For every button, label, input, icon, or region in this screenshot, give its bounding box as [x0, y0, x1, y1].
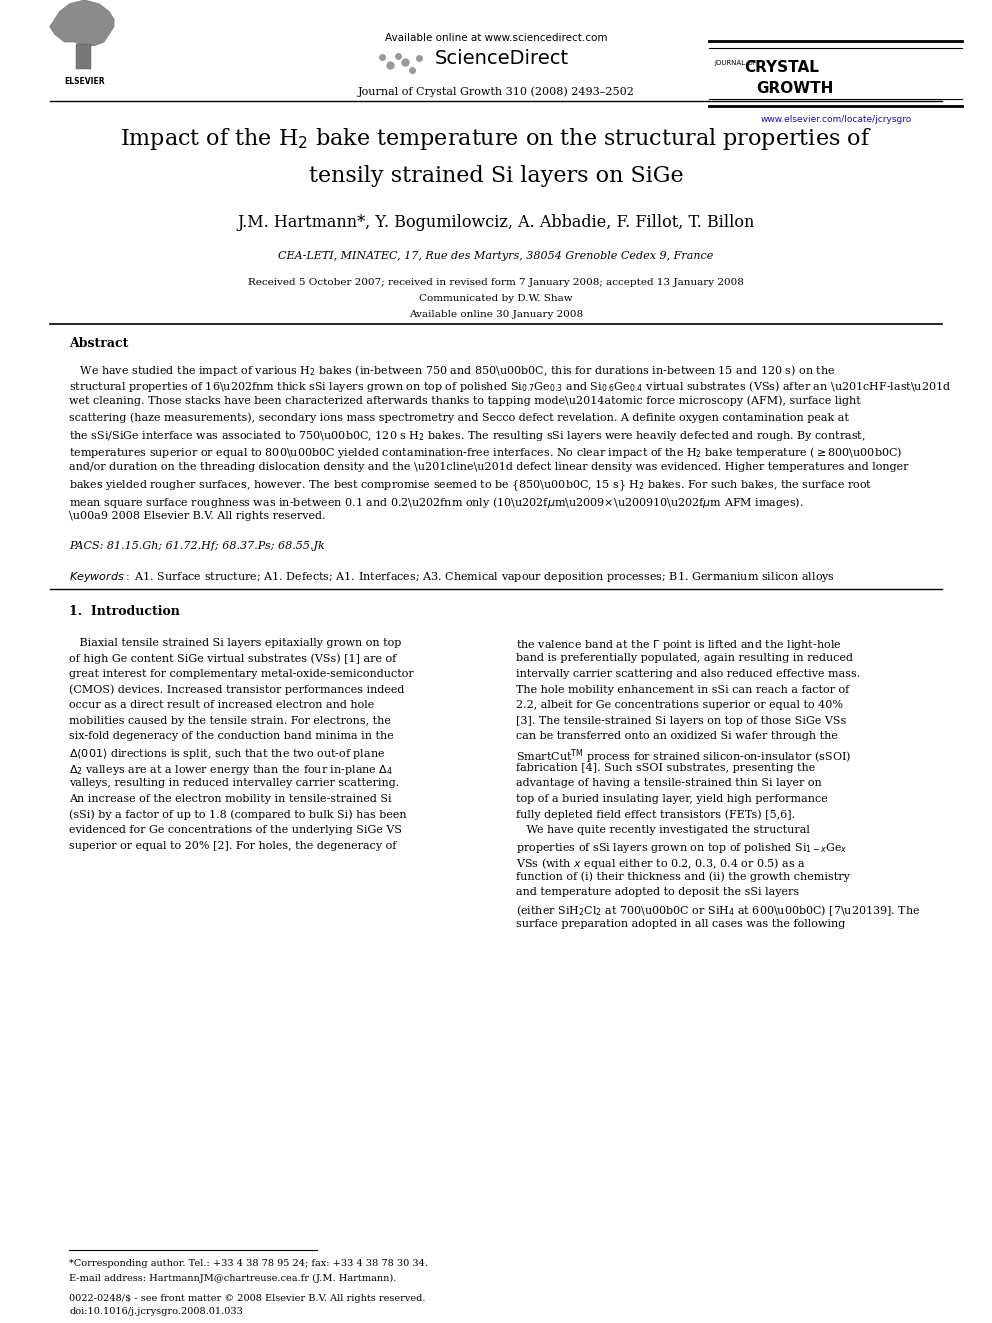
- Text: occur as a direct result of increased electron and hole: occur as a direct result of increased el…: [69, 700, 375, 710]
- Text: Impact of the H$_2$ bake temperature on the structural properties of: Impact of the H$_2$ bake temperature on …: [120, 126, 872, 152]
- Text: function of (i) their thickness and (ii) the growth chemistry: function of (i) their thickness and (ii)…: [516, 872, 850, 882]
- Text: ScienceDirect: ScienceDirect: [434, 49, 568, 67]
- Text: Available online at www.sciencedirect.com: Available online at www.sciencedirect.co…: [385, 33, 607, 44]
- Text: tensily strained Si layers on SiGe: tensily strained Si layers on SiGe: [309, 165, 683, 188]
- Text: CEA-LETI, MINATEC, 17, Rue des Martyrs, 38054 Grenoble Cedex 9, France: CEA-LETI, MINATEC, 17, Rue des Martyrs, …: [279, 251, 713, 262]
- Text: top of a buried insulating layer, yield high performance: top of a buried insulating layer, yield …: [516, 794, 827, 804]
- Text: Biaxial tensile strained Si layers epitaxially grown on top: Biaxial tensile strained Si layers epita…: [69, 638, 402, 648]
- Text: J.M. Hartmann*, Y. Bogumilowciz, A. Abbadie, F. Fillot, T. Billon: J.M. Hartmann*, Y. Bogumilowciz, A. Abba…: [237, 214, 755, 232]
- Text: fabrication [4]. Such sSOI substrates, presenting the: fabrication [4]. Such sSOI substrates, p…: [516, 762, 815, 773]
- Text: $\Delta_2$ valleys are at a lower energy than the four in-plane $\Delta_4$: $\Delta_2$ valleys are at a lower energy…: [69, 762, 394, 777]
- Text: PACS: 81.15.Gh; 61.72.Hf; 68.37.Ps; 68.55.Jk: PACS: 81.15.Gh; 61.72.Hf; 68.37.Ps; 68.5…: [69, 541, 325, 552]
- Text: temperatures superior or equal to 800\u00b0C yielded contamination-free interfac: temperatures superior or equal to 800\u0…: [69, 445, 903, 460]
- Text: 2.2, albeit for Ge concentrations superior or equal to 40%: 2.2, albeit for Ge concentrations superi…: [516, 700, 843, 710]
- Polygon shape: [50, 0, 114, 46]
- Text: We have quite recently investigated the structural: We have quite recently investigated the …: [516, 826, 809, 835]
- Text: Received 5 October 2007; received in revised form 7 January 2008; accepted 13 Ja: Received 5 October 2007; received in rev…: [248, 278, 744, 287]
- Text: *Corresponding author. Tel.: +33 4 38 78 95 24; fax: +33 4 38 78 30 34.: *Corresponding author. Tel.: +33 4 38 78…: [69, 1259, 429, 1269]
- Text: VSs (with $x$ equal either to 0.2, 0.3, 0.4 or 0.5) as a: VSs (with $x$ equal either to 0.2, 0.3, …: [516, 856, 806, 872]
- Text: (either SiH$_2$Cl$_2$ at 700\u00b0C or SiH$_4$ at 600\u00b0C) [7\u20139]. The: (either SiH$_2$Cl$_2$ at 700\u00b0C or S…: [516, 904, 921, 918]
- Text: (CMOS) devices. Increased transistor performances indeed: (CMOS) devices. Increased transistor per…: [69, 684, 405, 695]
- Text: band is preferentially populated, again resulting in reduced: band is preferentially populated, again …: [516, 654, 853, 663]
- Text: \u00a9 2008 Elsevier B.V. All rights reserved.: \u00a9 2008 Elsevier B.V. All rights res…: [69, 512, 326, 521]
- Text: $\Delta\langle 001\rangle$ directions is split, such that the two out-of plane: $\Delta\langle 001\rangle$ directions is…: [69, 747, 386, 761]
- Text: SmartCut$^{\mathrm{TM}}$ process for strained silicon-on-insulator (sSOI): SmartCut$^{\mathrm{TM}}$ process for str…: [516, 747, 851, 766]
- Text: mean square surface roughness was in-between 0.1 and 0.2\u202fnm only (10\u202f$: mean square surface roughness was in-bet…: [69, 495, 805, 509]
- Text: Abstract: Abstract: [69, 337, 129, 351]
- Text: evidenced for Ge concentrations of the underlying SiGe VS: evidenced for Ge concentrations of the u…: [69, 826, 403, 835]
- Text: the sSi/SiGe interface was associated to 750\u00b0C, 120 s H$_2$ bakes. The resu: the sSi/SiGe interface was associated to…: [69, 429, 866, 443]
- Text: We have studied the impact of various H$_2$ bakes (in-between 750 and 850\u00b0C: We have studied the impact of various H$…: [69, 363, 836, 377]
- Text: JOURNAL OF: JOURNAL OF: [714, 60, 757, 66]
- Text: Communicated by D.W. Shaw: Communicated by D.W. Shaw: [420, 294, 572, 303]
- Text: 0022-0248/$ - see front matter © 2008 Elsevier B.V. All rights reserved.: 0022-0248/$ - see front matter © 2008 El…: [69, 1294, 426, 1303]
- Text: E-mail address: HartmannJM@chartreuse.cea.fr (J.M. Hartmann).: E-mail address: HartmannJM@chartreuse.ce…: [69, 1274, 397, 1283]
- Text: six-fold degeneracy of the conduction band minima in the: six-fold degeneracy of the conduction ba…: [69, 732, 394, 741]
- Bar: [76, 45, 91, 69]
- Text: 1.  Introduction: 1. Introduction: [69, 605, 181, 618]
- Text: Available online 30 January 2008: Available online 30 January 2008: [409, 310, 583, 319]
- Text: and/or duration on the threading dislocation density and the \u201cline\u201d de: and/or duration on the threading disloca…: [69, 462, 909, 472]
- Text: mobilities caused by the tensile strain. For electrons, the: mobilities caused by the tensile strain.…: [69, 716, 391, 726]
- Text: properties of sSi layers grown on top of polished Si$_{1-x}$Ge$_x$: properties of sSi layers grown on top of…: [516, 840, 847, 855]
- Text: www.elsevier.com/locate/jcrysgro: www.elsevier.com/locate/jcrysgro: [760, 115, 912, 124]
- Text: [3]. The tensile-strained Si layers on top of those SiGe VSs: [3]. The tensile-strained Si layers on t…: [516, 716, 846, 726]
- Text: The hole mobility enhancement in sSi can reach a factor of: The hole mobility enhancement in sSi can…: [516, 684, 849, 695]
- Text: can be transferred onto an oxidized Si wafer through the: can be transferred onto an oxidized Si w…: [516, 732, 837, 741]
- Text: of high Ge content SiGe virtual substrates (VSs) [1] are of: of high Ge content SiGe virtual substrat…: [69, 654, 397, 664]
- Text: doi:10.1016/j.jcrysgro.2008.01.033: doi:10.1016/j.jcrysgro.2008.01.033: [69, 1307, 243, 1316]
- Text: GROWTH: GROWTH: [756, 81, 833, 95]
- Text: (sSi) by a factor of up to 1.8 (compared to bulk Si) has been: (sSi) by a factor of up to 1.8 (compared…: [69, 810, 407, 820]
- Text: wet cleaning. Those stacks have been characterized afterwards thanks to tapping : wet cleaning. Those stacks have been cha…: [69, 396, 861, 406]
- Text: surface preparation adopted in all cases was the following: surface preparation adopted in all cases…: [516, 918, 845, 929]
- Text: CRYSTAL: CRYSTAL: [744, 60, 818, 74]
- Text: An increase of the electron mobility in tensile-strained Si: An increase of the electron mobility in …: [69, 794, 392, 804]
- Text: superior or equal to 20% [2]. For holes, the degeneracy of: superior or equal to 20% [2]. For holes,…: [69, 840, 397, 851]
- Text: intervally carrier scattering and also reduced effective mass.: intervally carrier scattering and also r…: [516, 669, 860, 679]
- Text: Journal of Crystal Growth 310 (2008) 2493–2502: Journal of Crystal Growth 310 (2008) 249…: [357, 86, 635, 97]
- Text: $\mathit{Keywords:}$ A1. Surface structure; A1. Defects; A1. Interfaces; A3. Che: $\mathit{Keywords:}$ A1. Surface structu…: [69, 570, 835, 585]
- Text: bakes yielded rougher surfaces, however. The best compromise seemed to be {850\u: bakes yielded rougher surfaces, however.…: [69, 479, 873, 493]
- Text: valleys, resulting in reduced intervalley carrier scattering.: valleys, resulting in reduced intervalle…: [69, 778, 400, 789]
- Text: the valence band at the $\mathit{\Gamma}$ point is lifted and the light-hole: the valence band at the $\mathit{\Gamma}…: [516, 638, 841, 652]
- Text: scattering (haze measurements), secondary ions mass spectrometry and Secco defec: scattering (haze measurements), secondar…: [69, 413, 849, 422]
- Text: advantage of having a tensile-strained thin Si layer on: advantage of having a tensile-strained t…: [516, 778, 821, 789]
- Text: fully depleted field effect transistors (FETs) [5,6].: fully depleted field effect transistors …: [516, 810, 795, 820]
- Text: ELSEVIER: ELSEVIER: [64, 77, 104, 86]
- Text: and temperature adopted to deposit the sSi layers: and temperature adopted to deposit the s…: [516, 888, 799, 897]
- Text: structural properties of 16\u202fnm thick sSi layers grown on top of polished Si: structural properties of 16\u202fnm thic…: [69, 378, 951, 394]
- Text: great interest for complementary metal-oxide-semiconductor: great interest for complementary metal-o…: [69, 669, 415, 679]
